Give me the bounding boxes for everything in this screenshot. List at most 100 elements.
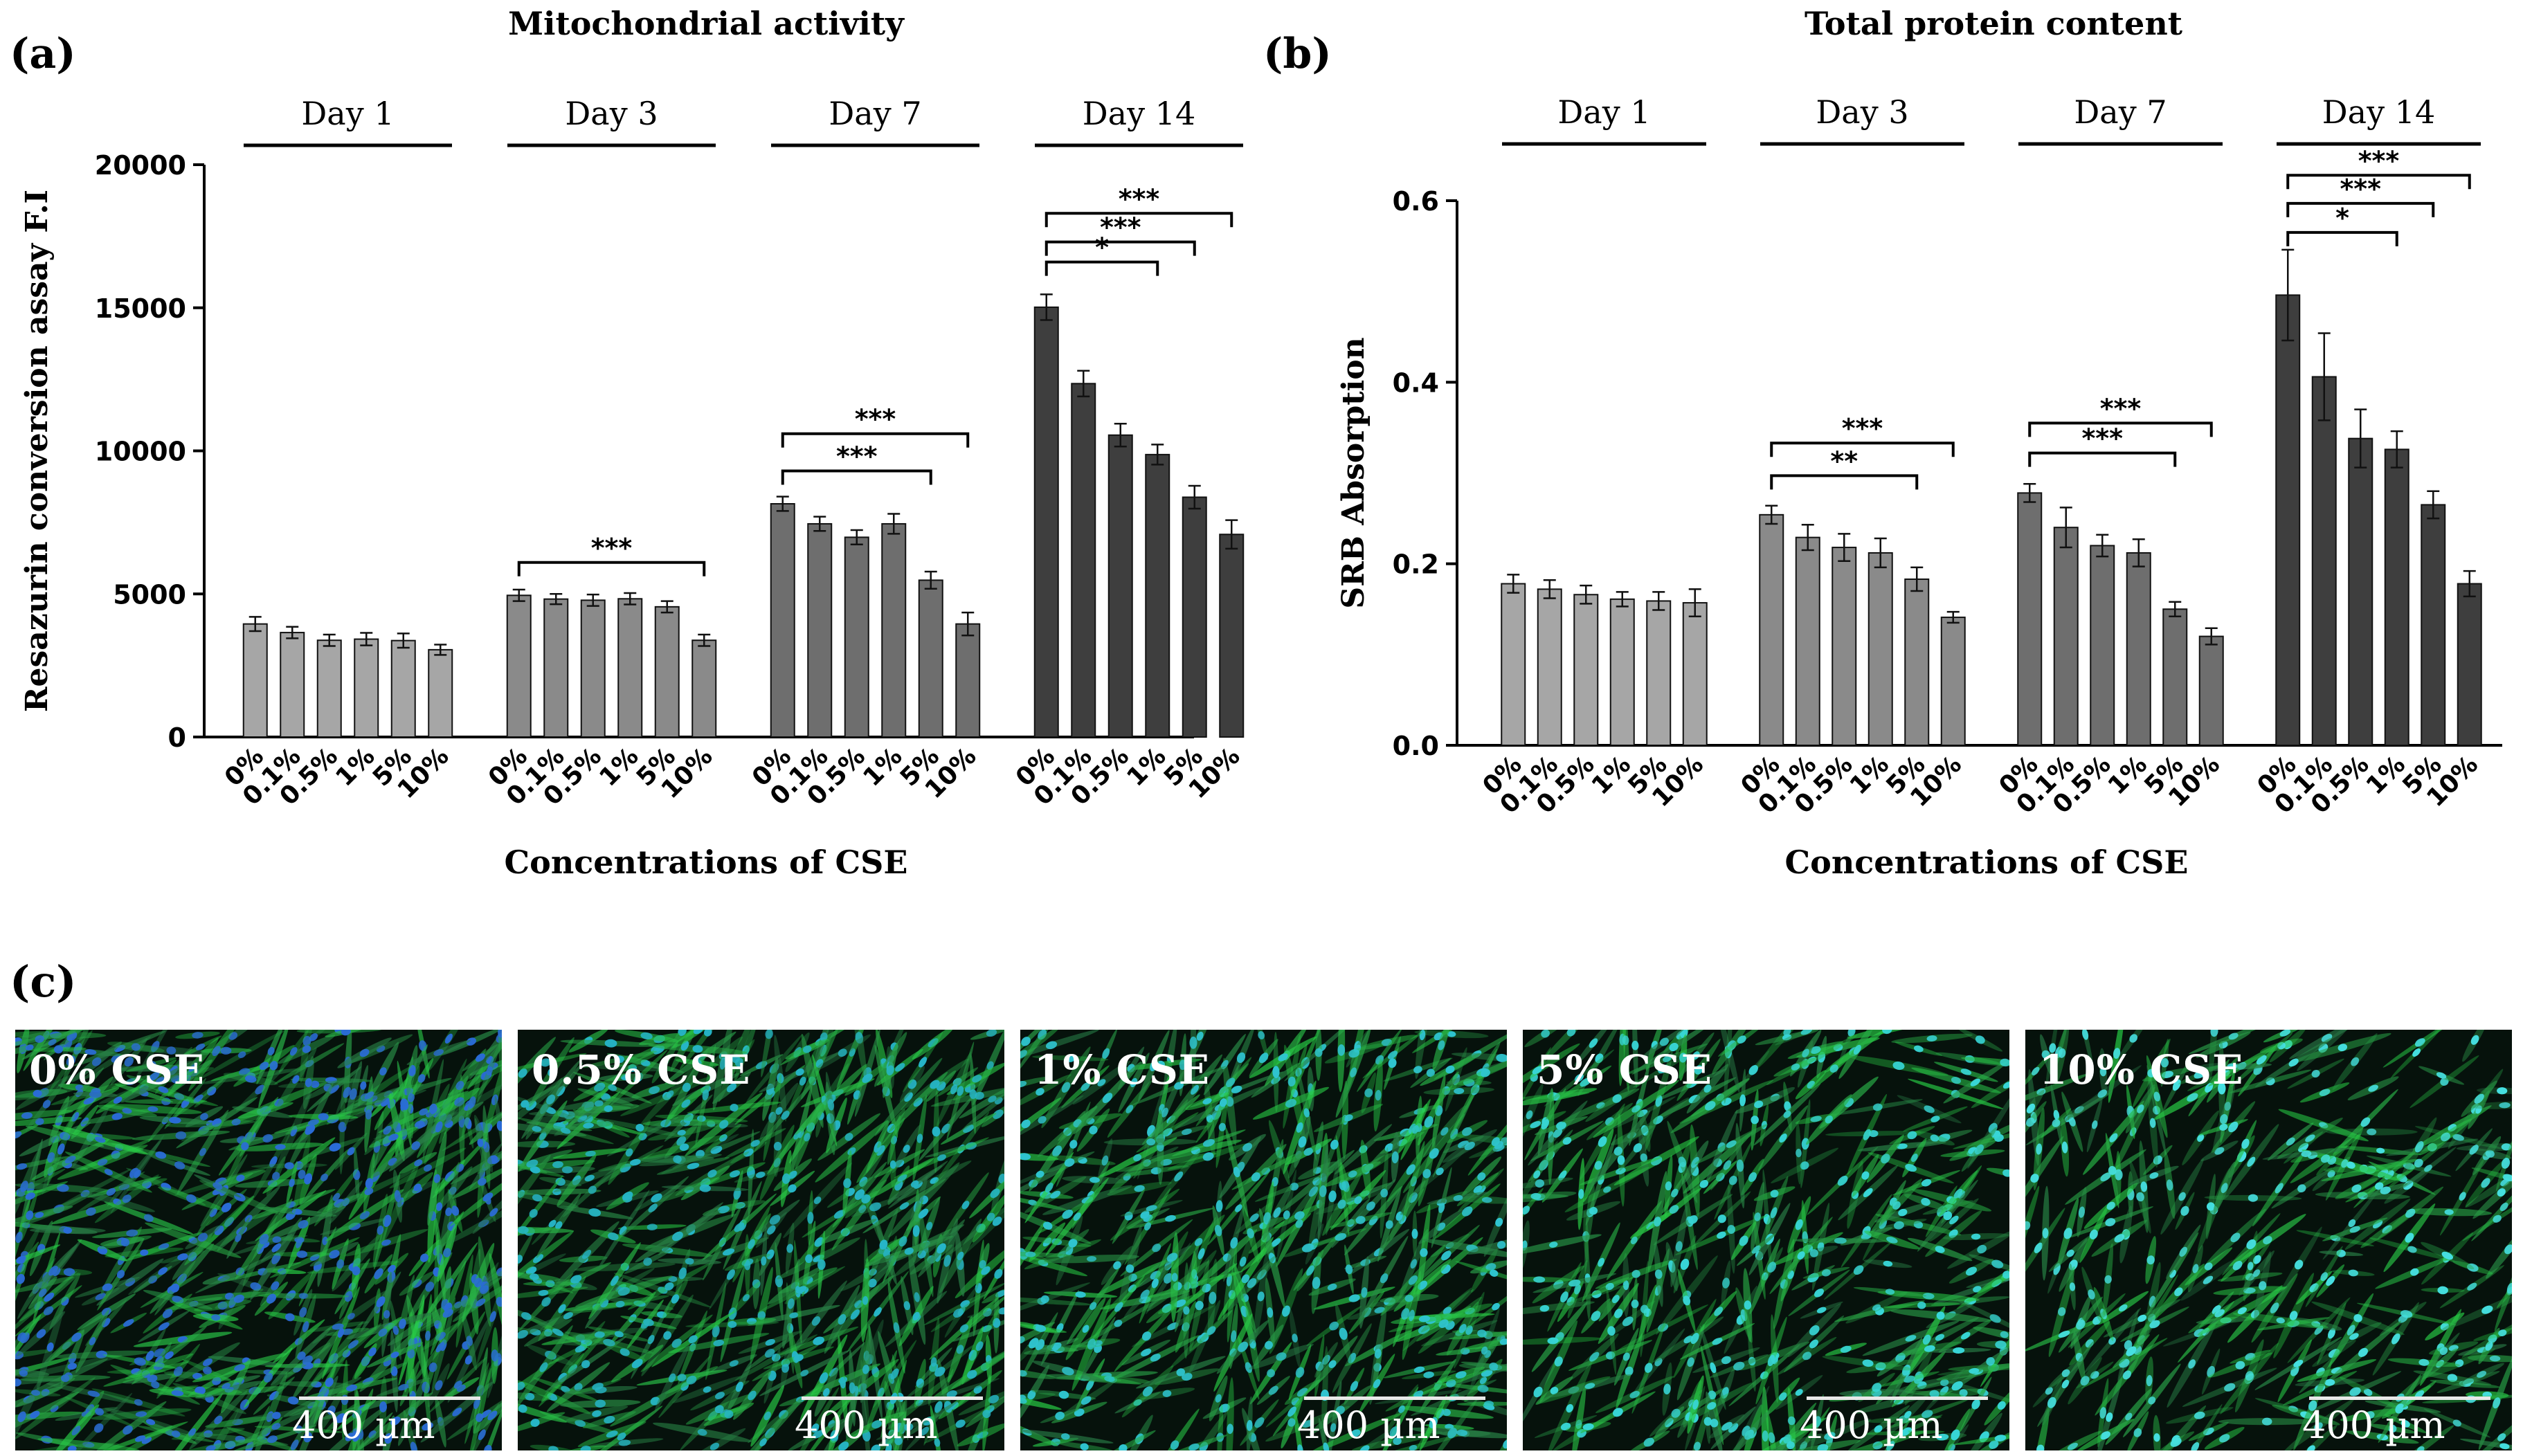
significance-label: *** [836,441,878,471]
cell-nucleus [1814,1289,1824,1298]
cell-nucleus [1197,1248,1205,1259]
cell-nucleus [1554,1356,1563,1367]
cell-nucleus [91,1057,102,1066]
cell-nucleus [957,1086,964,1096]
cell-nucleus [915,1399,923,1406]
cell-nucleus [1814,1416,1821,1428]
cell-nucleus [1140,1210,1150,1219]
cell-nucleus [817,1259,826,1271]
cell-nucleus [271,1281,280,1291]
cell-nucleus [618,1439,631,1446]
cell-nucleus [819,1372,829,1384]
cell-nucleus [663,1331,672,1340]
cell-nucleus [1389,1426,1400,1438]
cell-nucleus [815,1059,824,1068]
cell-nucleus [1904,1410,1912,1419]
cell-nucleus [1943,1211,1953,1221]
cell-nucleus [1578,1189,1584,1199]
cell-nucleus [433,1174,441,1183]
cell-nucleus [2126,1346,2137,1356]
cell-nucleus [83,1098,94,1105]
cell-nucleus [1727,1225,1735,1234]
cell-nucleus [1235,1204,1242,1212]
cell-nucleus [1312,1277,1321,1289]
cell-nucleus [41,1389,50,1396]
cell-nucleus [2214,1147,2225,1155]
cell-nucleus [1080,1443,1089,1450]
cell-nucleus [158,1322,170,1331]
cell-nucleus [1226,1077,1236,1087]
bar [2198,635,2224,746]
cell-nucleus [615,1055,624,1064]
cell-nucleus [361,1356,370,1367]
cell-nucleus [1703,1417,1712,1426]
cell-nucleus [2061,1369,2070,1377]
cell-nucleus [1817,1241,1825,1252]
cell-nucleus [298,1170,306,1179]
significance-bracket [2286,201,2435,217]
cell-nucleus [1327,1283,1337,1291]
cell-nucleus [478,1429,486,1441]
cell-nucleus [1989,1440,1999,1449]
cell-nucleus [1314,1048,1323,1057]
cell-nucleus [368,1347,377,1356]
cell-nucleus [1622,1316,1634,1327]
significance-bracket [1045,212,1233,228]
cell-nucleus [775,1107,783,1115]
cell-nucleus [35,1118,44,1125]
cell-nucleus [56,1183,69,1192]
cell-nucleus [1391,1151,1399,1164]
cell-nucleus [855,1032,864,1044]
cell-nucleus [1960,1331,1971,1340]
cell-nucleus [2497,1188,2506,1197]
cell-nucleus [379,1401,388,1412]
cell-nucleus [1330,1139,1339,1150]
cell-nucleus [1680,1258,1690,1271]
cell-nucleus [1443,1307,1452,1316]
cell-nucleus [2497,1433,2506,1441]
cell-nucleus [1029,1338,1039,1349]
cell-nucleus [94,1136,106,1143]
cell-nucleus [1303,1147,1313,1156]
cell-nucleus [1113,1261,1121,1270]
cell-nucleus [1174,1299,1186,1308]
cell-nucleus [2170,1437,2182,1447]
cell-nucleus [676,1136,687,1146]
cell-nucleus [388,1134,399,1141]
cell-nucleus [1767,1354,1775,1367]
cell-nucleus [161,1183,172,1191]
cell-nucleus [907,1079,917,1089]
cell-nucleus [2146,1374,2153,1387]
cell-nucleus [986,1212,995,1221]
cell-nucleus [1938,1134,1951,1143]
cell-nucleus [930,1357,937,1367]
cell-nucleus [692,1059,702,1066]
cell-nucleus [722,1248,735,1256]
micrograph-label: 0.5% CSE [532,1046,751,1093]
cell-nucleus [1974,1144,1984,1155]
cell-nucleus [1411,1228,1418,1239]
cell-nucleus [343,1086,351,1098]
cell-nucleus [415,1120,425,1129]
cell-nucleus [1209,1291,1217,1304]
cell-nucleus [1644,1363,1653,1373]
cell-nucleus [1663,1383,1671,1395]
cell-nucleus [2228,1121,2239,1133]
cell-nucleus [1089,1176,1100,1183]
cell-nucleus [1936,1311,1945,1320]
cell-nucleus [304,1173,313,1185]
cell-nucleus [1539,1159,1548,1171]
cell-nucleus [526,1159,539,1168]
cell-nucleus [2467,1263,2479,1272]
cell-nucleus [2147,1068,2156,1077]
cell-nucleus [1892,1061,1905,1071]
cell-nucleus [302,1355,313,1365]
cell-nucleus [1580,1077,1591,1087]
cell-nucleus [239,1068,251,1076]
cell-nucleus [1760,1371,1769,1380]
cell-nucleus [1795,1389,1803,1396]
cell-nucleus [2276,1317,2285,1324]
cell-nucleus [2078,1206,2086,1218]
cell-nucleus [666,1090,674,1098]
bar [691,639,717,738]
